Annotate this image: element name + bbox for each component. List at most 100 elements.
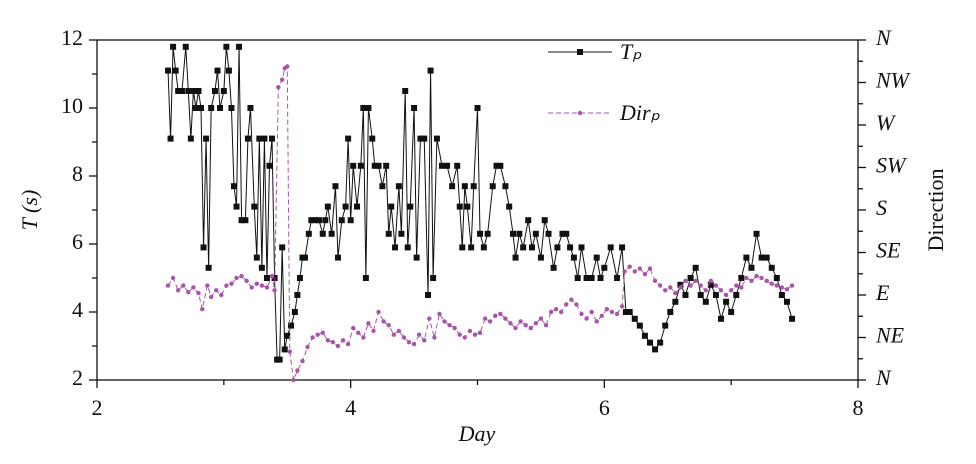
data-point bbox=[657, 339, 664, 346]
data-point bbox=[652, 278, 658, 284]
data-point bbox=[192, 105, 199, 111]
series-line bbox=[167, 65, 793, 382]
data-point bbox=[467, 328, 473, 334]
data-point bbox=[401, 335, 407, 340]
data-point bbox=[266, 162, 273, 169]
data-point bbox=[663, 288, 668, 293]
data-point bbox=[411, 341, 417, 347]
data-point bbox=[493, 313, 498, 318]
data-point bbox=[272, 288, 277, 293]
data-point bbox=[718, 288, 724, 293]
data-point bbox=[279, 77, 285, 82]
y-tick-label: 4 bbox=[72, 297, 83, 322]
data-point bbox=[253, 254, 260, 261]
data-point bbox=[692, 264, 699, 271]
data-point bbox=[698, 283, 703, 288]
data-point bbox=[516, 230, 523, 237]
data-point bbox=[442, 319, 447, 324]
data-point bbox=[508, 321, 513, 326]
data-point bbox=[754, 273, 759, 279]
data-point bbox=[462, 335, 468, 340]
data-point bbox=[668, 285, 673, 290]
data-point bbox=[619, 244, 626, 251]
data-point bbox=[487, 319, 493, 324]
data-point bbox=[739, 285, 744, 290]
data-point bbox=[646, 339, 653, 346]
data-point bbox=[417, 135, 424, 142]
data-point bbox=[523, 323, 528, 328]
data-point bbox=[784, 287, 790, 292]
data-point bbox=[569, 297, 574, 302]
data-point bbox=[584, 316, 589, 321]
data-point bbox=[261, 135, 268, 142]
data-point bbox=[477, 330, 483, 335]
data-point bbox=[693, 278, 698, 284]
data-point bbox=[416, 332, 422, 337]
data-point bbox=[198, 105, 205, 111]
data-point bbox=[391, 332, 396, 337]
data-point bbox=[208, 294, 214, 300]
data-point bbox=[432, 335, 437, 340]
data-point bbox=[768, 264, 775, 271]
data-point bbox=[578, 244, 585, 251]
y-tick-label: 10 bbox=[61, 93, 83, 118]
data-point bbox=[564, 302, 569, 307]
data-point bbox=[579, 311, 584, 317]
data-point bbox=[672, 298, 679, 305]
data-point bbox=[773, 275, 780, 281]
y-tick-label: 12 bbox=[61, 25, 83, 50]
data-point bbox=[259, 283, 265, 288]
data-point bbox=[371, 328, 376, 334]
data-point bbox=[402, 88, 409, 94]
data-point bbox=[738, 275, 745, 281]
data-point bbox=[223, 43, 230, 50]
data-point bbox=[247, 105, 254, 111]
data-point bbox=[454, 162, 461, 169]
y2-tick-label: SW bbox=[876, 153, 907, 178]
data-point bbox=[520, 244, 527, 251]
data-point bbox=[362, 275, 369, 281]
series-line bbox=[167, 46, 793, 361]
y2-tick-label: S bbox=[876, 195, 887, 220]
data-point bbox=[312, 217, 319, 224]
data-point bbox=[497, 162, 504, 169]
data-point bbox=[533, 321, 539, 326]
data-point bbox=[642, 272, 648, 277]
data-point bbox=[574, 275, 581, 281]
data-point bbox=[548, 309, 554, 315]
y-tick-label: 6 bbox=[72, 229, 83, 254]
data-point bbox=[366, 321, 371, 326]
data-point bbox=[502, 183, 509, 190]
data-point bbox=[228, 105, 235, 111]
data-point bbox=[165, 67, 172, 74]
data-point bbox=[229, 281, 234, 286]
data-point bbox=[296, 275, 303, 281]
data-point bbox=[211, 88, 218, 94]
data-point bbox=[325, 338, 331, 343]
data-point bbox=[217, 105, 224, 111]
data-point bbox=[302, 254, 309, 261]
data-point bbox=[464, 203, 471, 210]
data-point bbox=[413, 254, 420, 261]
x-tick-label: 4 bbox=[345, 395, 356, 420]
data-point bbox=[279, 244, 286, 251]
data-point bbox=[588, 275, 595, 281]
data-point bbox=[619, 304, 625, 309]
data-point bbox=[637, 266, 643, 271]
data-point bbox=[601, 264, 608, 271]
data-point bbox=[251, 203, 258, 210]
data-point bbox=[322, 217, 329, 224]
data-point bbox=[683, 278, 688, 284]
data-point bbox=[310, 335, 315, 340]
data-point bbox=[593, 254, 600, 261]
data-point bbox=[167, 135, 174, 142]
data-point bbox=[208, 105, 215, 111]
data-point bbox=[242, 217, 249, 224]
legend-marker bbox=[577, 110, 583, 116]
y2-tick-label: NE bbox=[875, 323, 905, 348]
y2-tick-label: NW bbox=[875, 68, 911, 93]
data-point bbox=[503, 316, 508, 321]
data-point bbox=[599, 313, 604, 318]
data-point bbox=[609, 309, 615, 315]
data-point bbox=[205, 283, 210, 288]
